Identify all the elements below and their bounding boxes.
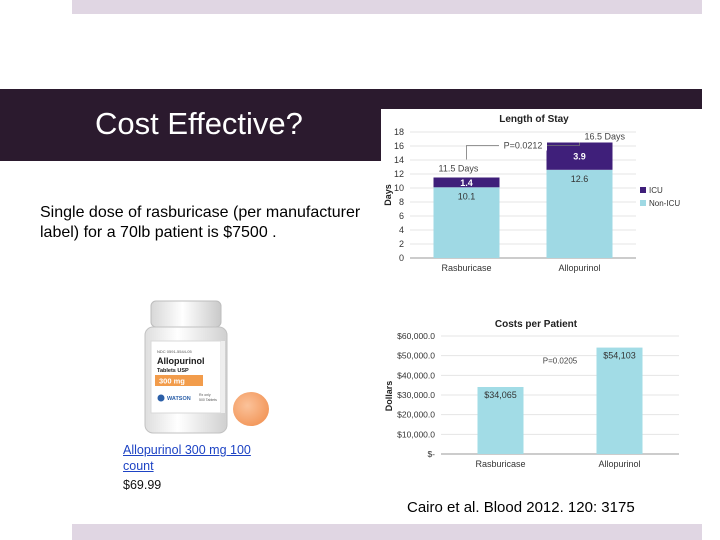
los-ytick-label: 0 [399,253,404,263]
los-pvalue-bg [499,139,547,151]
los-legend-swatch [640,187,646,193]
cost-ytick-label: $50,000.0 [397,351,435,361]
allopurinol-price: $69.99 [123,478,162,492]
bottle-ndc: NDC 0591-5544-05 [157,349,192,354]
cost-bar [477,387,524,454]
bottle-subtitle: Tablets USP [157,368,189,374]
citation: Cairo et al. Blood 2012. 120: 3175 [407,499,635,516]
los-xtick-label: Allopurinol [558,263,600,273]
los-bar-icu [433,177,500,188]
bottle-count: 500 Tablets [199,398,217,402]
cost-ytick-label: $60,000.0 [397,331,435,341]
los-total-label: 16.5 Days [585,132,626,142]
cost-ytick-label: $30,000.0 [397,390,435,400]
los-legend-label: Non-ICU [649,199,680,208]
watson-logo-icon [157,394,165,402]
bottle-cap [150,300,222,328]
los-legend-swatch [640,200,646,206]
cost-xtick-label: Rasburicase [475,459,525,469]
los-ytick-label: 12 [394,169,404,179]
los-ytick-label: 10 [394,183,404,193]
bottle-brand: WATSON [167,396,191,402]
los-ytick-label: 6 [399,211,404,221]
los-ytick-label: 14 [394,155,404,165]
los-bar-nonicu [433,187,500,258]
cost-ylabel: Dollars [384,381,394,412]
cost-data-label: $34,065 [484,390,517,400]
allopurinol-bottle-image: NDC 0591-5544-05 Allopurinol Tablets USP… [144,300,269,434]
bottle-name: Allopurinol [157,356,205,366]
cost-statement: Single dose of rasburicase (per manufact… [40,204,361,241]
los-ytick-label: 18 [394,127,404,137]
los-ytick-label: 4 [399,225,404,235]
top-accent-bar [72,0,702,14]
los-data-label: 3.9 [573,152,586,162]
length-of-stay-chart: 0 2 4 6 8 10 12 14 16 18 Length of Stay Days 10.1… [381,109,702,277]
strength-band [155,375,203,386]
bottle-side-label [221,341,225,413]
bottle-rx: Rx only [199,393,211,397]
costs-per-patient-chart: $- $10,000.0 $20,000.0 $30,000.0 $40,000.0 $5… [381,300,702,480]
los-chart-title: Length of Stay [499,114,569,125]
los-xtick-label: Rasburicase [441,263,491,273]
los-bar-icu [546,142,613,170]
cost-chart-title: Costs per Patient [495,319,578,330]
los-bar-nonicu [546,169,613,258]
allopurinol-product-link[interactable]: Allopurinol 300 mg 100 count [123,443,251,473]
los-legend-label: ICU [649,186,663,195]
los-ylabel: Days [383,184,393,206]
los-total-label: 11.5 Days [439,164,479,174]
cost-ytick-label: $20,000.0 [397,410,435,420]
cost-xtick-label: Allopurinol [598,459,640,469]
cost-ytick-label: $10,000.0 [397,429,435,439]
los-ytick-label: 2 [399,239,404,249]
bottle-strength: 300 mg [159,377,185,386]
los-data-label: 12.6 [571,174,589,184]
cost-bar [596,347,643,454]
los-data-label: 1.4 [460,178,473,188]
cost-ytick-label: $- [427,449,435,459]
cost-data-label: $54,103 [603,351,636,361]
los-data-label: 10.1 [458,191,476,201]
slide-title: Cost Effective? [95,106,303,141]
los-ytick-label: 8 [399,197,404,207]
pill [233,392,269,426]
bottom-accent-bar [72,524,702,540]
los-pvalue: P=0.0212 [504,141,543,151]
cost-ytick-label: $40,000.0 [397,370,435,380]
cost-pvalue: P=0.0205 [543,357,578,366]
los-ytick-label: 16 [394,141,404,151]
